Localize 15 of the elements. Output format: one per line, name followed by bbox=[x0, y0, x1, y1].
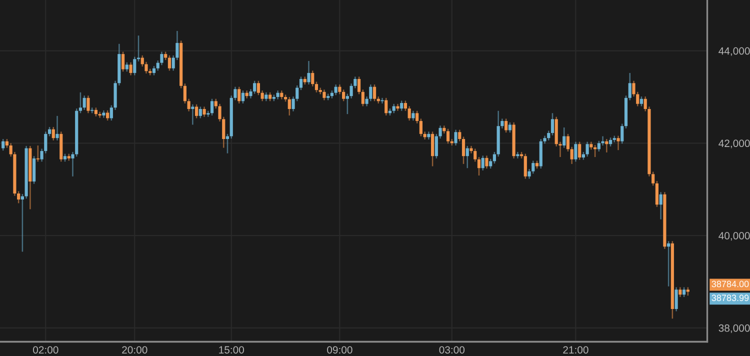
y-tick-label: 40,000 bbox=[718, 232, 750, 241]
x-tick-label: 21:00 bbox=[563, 346, 588, 354]
candlestick bbox=[98, 111, 102, 118]
x-tick-label: 09:00 bbox=[327, 346, 352, 354]
x-tick-label: 02:00 bbox=[33, 346, 58, 354]
candlestick bbox=[380, 97, 384, 104]
y-tick-label: 42,000 bbox=[718, 140, 750, 148]
y-tick-label: 38,000 bbox=[718, 324, 750, 334]
x-tick-label: 20:00 bbox=[122, 346, 148, 354]
x-tick-label: 03:00 bbox=[439, 346, 465, 354]
y-tick-label: 44,000 bbox=[718, 47, 750, 56]
x-tick-label: 15:00 bbox=[219, 346, 244, 354]
candlestick bbox=[206, 110, 210, 118]
text: 38784.00 bbox=[712, 280, 749, 288]
text: 38783.99 bbox=[712, 294, 749, 302]
